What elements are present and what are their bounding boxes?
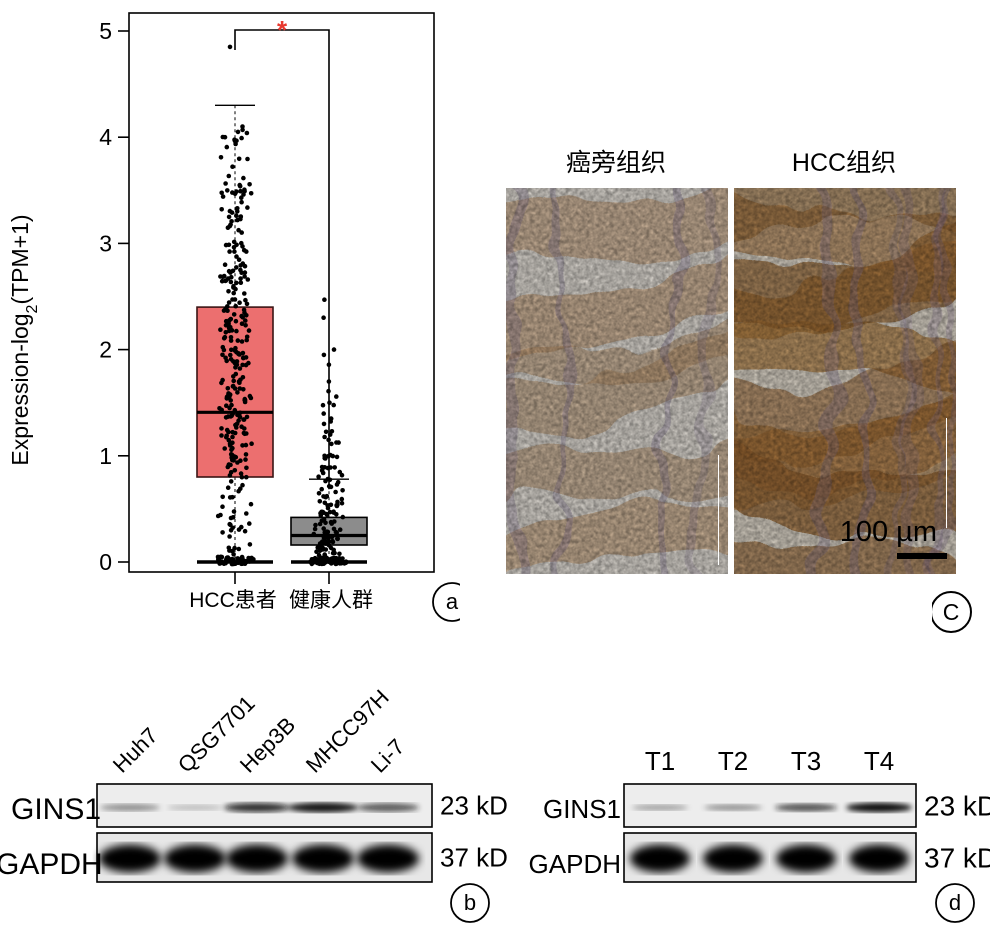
svg-text:Huh7: Huh7 <box>108 723 163 778</box>
svg-text:Li-7: Li-7 <box>366 734 410 778</box>
svg-text:5: 5 <box>99 18 112 44</box>
svg-text:*: * <box>277 15 288 45</box>
svg-text:a: a <box>446 589 459 614</box>
svg-text:GAPDH: GAPDH <box>529 849 621 879</box>
svg-text:0: 0 <box>99 549 112 575</box>
svg-text:T4: T4 <box>864 746 894 776</box>
svg-text:Expression-log2(TPM+1): Expression-log2(TPM+1) <box>7 214 41 465</box>
svg-text:GAPDH: GAPDH <box>0 848 103 881</box>
svg-text:HCC患者: HCC患者 <box>189 589 277 612</box>
svg-text:GINS1: GINS1 <box>11 793 101 826</box>
svg-text:T3: T3 <box>791 746 821 776</box>
svg-text:2: 2 <box>99 337 112 363</box>
svg-text:1: 1 <box>99 443 112 469</box>
svg-text:4: 4 <box>99 124 112 150</box>
svg-text:T2: T2 <box>718 746 748 776</box>
svg-text:3: 3 <box>99 230 112 256</box>
svg-text:d: d <box>949 890 961 915</box>
svg-text:T1: T1 <box>645 746 675 776</box>
svg-text:b: b <box>464 890 476 915</box>
svg-text:GINS1: GINS1 <box>543 794 621 824</box>
svg-text:23 kD: 23 kD <box>924 791 990 822</box>
svg-text:健康人群: 健康人群 <box>289 589 373 612</box>
svg-text:C: C <box>943 599 960 625</box>
svg-text:37 kD: 37 kD <box>924 843 990 874</box>
